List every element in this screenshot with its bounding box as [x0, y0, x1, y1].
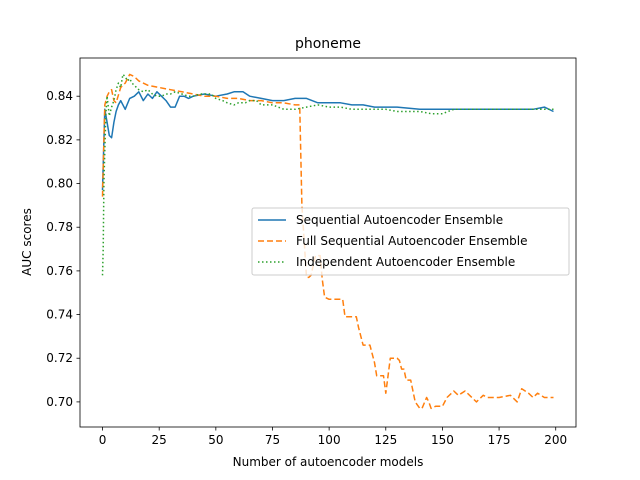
y-tick-label: 0.84: [46, 89, 73, 103]
y-tick-label: 0.70: [46, 395, 73, 409]
x-tick-label: 75: [265, 433, 280, 447]
y-tick-label: 0.76: [46, 264, 73, 278]
y-tick-label: 0.78: [46, 220, 73, 234]
x-tick-label: 200: [544, 433, 567, 447]
legend-box: [251, 207, 570, 276]
axes-frame: [79, 57, 577, 428]
y-tick-label: 0.74: [46, 308, 73, 322]
legend-label-1: Sequential Autoencoder Ensemble: [296, 213, 503, 227]
legend: Sequential Autoencoder Ensemble Full Sequ…: [251, 207, 570, 276]
legend-label-2: Full Sequential Autoencoder Ensemble: [296, 234, 527, 248]
x-axis-label: Number of autoencoder models: [233, 455, 424, 469]
series-line-1: [101, 91, 554, 191]
legend-label-3: Independent Autoencoder Ensemble: [296, 255, 515, 269]
x-tick-label: 125: [374, 433, 397, 447]
y-tick-label: 0.80: [46, 177, 73, 191]
chart-title: phoneme: [295, 36, 361, 52]
x-tick-label: 100: [318, 433, 341, 447]
series-line-3: [101, 73, 554, 276]
y-axis-label: AUC scores: [20, 208, 34, 276]
x-tick-label: 25: [152, 433, 167, 447]
x-tick-label: 175: [488, 433, 511, 447]
x-tick-label: 150: [431, 433, 454, 447]
axes: 0 25 50 75 100 125 150 175 200 0.70 0.72 0.74 0.76 0.…: [46, 57, 577, 447]
x-tick-label: 0: [99, 433, 107, 447]
y-tick-label: 0.72: [46, 351, 73, 365]
series-line-2: [101, 73, 554, 410]
y-tick-label: 0.82: [46, 133, 73, 147]
plot-area: [101, 73, 554, 410]
x-tick-label: 50: [208, 433, 223, 447]
